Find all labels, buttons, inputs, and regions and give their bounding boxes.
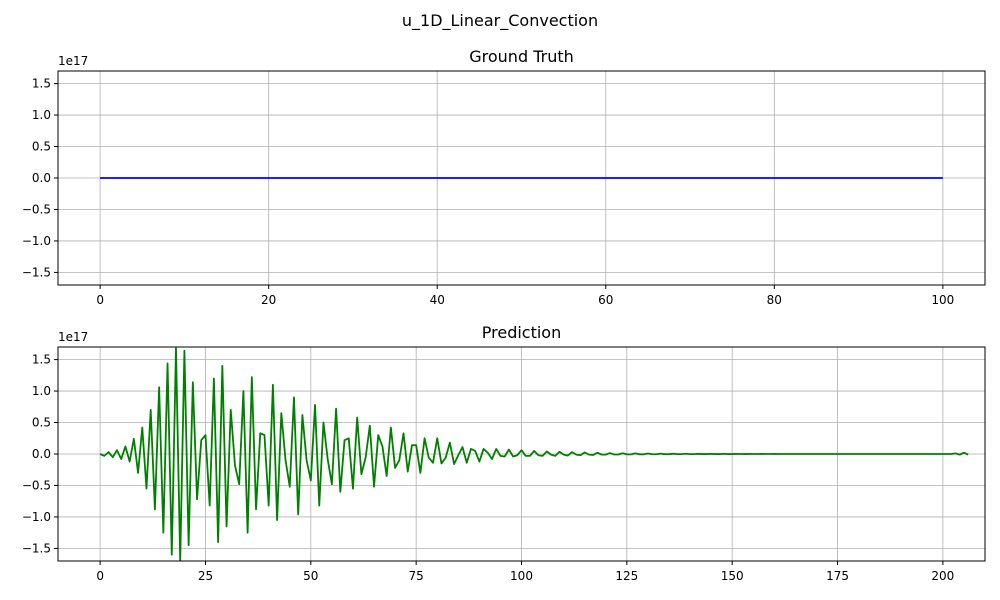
x-tick-label: 60 [598,293,613,307]
x-tick-label: 100 [931,293,954,307]
x-tick-label: 25 [198,569,213,583]
y-tick-label: 1.5 [32,77,51,91]
x-tick-label: 40 [430,293,445,307]
x-tick-label: 100 [510,569,533,583]
y-tick-label: 1.0 [32,108,51,122]
x-tick-label: 80 [767,293,782,307]
x-tick-label: 200 [931,569,954,583]
y-tick-label: 1.5 [32,353,51,367]
y-tick-label: 0.0 [32,447,51,461]
x-tick-label: 75 [409,569,424,583]
y-tick-label: −0.5 [22,202,51,216]
y-tick-label: −1.5 [22,541,51,555]
y-offset-label: 1e17 [58,330,88,344]
y-tick-label: 1.0 [32,384,51,398]
prediction-panel: 0 25 50 75 100 125 150 175 200 −1.5 −1.0 −0.5 0.0 0.5… [22,323,986,583]
y-tick-label: 0.5 [32,140,51,154]
x-tick-label: 150 [721,569,744,583]
y-tick-label: 0.5 [32,416,51,430]
x-tick-label: 0 [96,569,104,583]
series-line [99,347,969,561]
y-offset-label: 1e17 [58,54,88,68]
x-tick-label: 50 [303,569,318,583]
y-tick-label: −1.0 [22,234,51,248]
y-tick-label: −0.5 [22,478,51,492]
x-tick-label: 0 [96,293,104,307]
x-tick-label: 125 [615,569,638,583]
y-tick-label: −1.0 [22,510,51,524]
x-tick-label: 175 [826,569,849,583]
figure-suptitle: u_1D_Linear_Convection [402,11,598,31]
x-tick-label: 20 [261,293,276,307]
y-tick-label: −1.5 [22,265,51,279]
axes-title: Prediction [482,323,561,342]
axes-title: Ground Truth [469,47,574,66]
ground-truth-panel: 0 20 40 60 80 100 −1.5 −1.0 −0.5 0.0 0.5 1.0 1.5 Grou… [22,47,986,307]
y-tick-label: 0.0 [32,171,51,185]
